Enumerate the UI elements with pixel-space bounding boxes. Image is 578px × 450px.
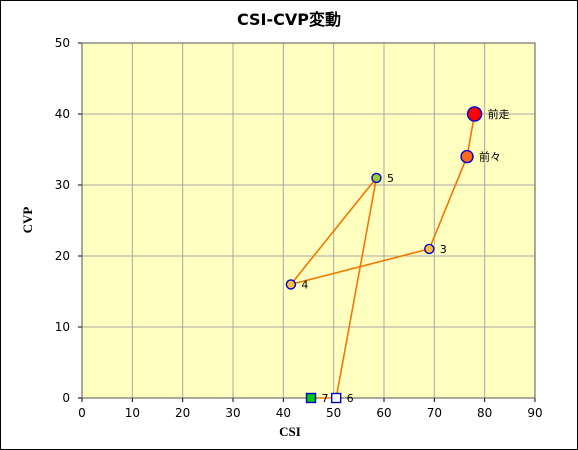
x-tick-label: 90 bbox=[527, 406, 542, 420]
x-tick-label: 10 bbox=[125, 406, 140, 420]
point-label-前走: 前走 bbox=[488, 107, 510, 121]
y-tick-label: 20 bbox=[55, 249, 70, 263]
point-label-7: 7 bbox=[322, 392, 329, 405]
x-tick-label: 50 bbox=[326, 406, 341, 420]
x-tick-label: 80 bbox=[477, 406, 492, 420]
point-label-3: 3 bbox=[440, 243, 447, 256]
y-tick-label: 0 bbox=[62, 391, 70, 405]
y-tick-label: 10 bbox=[55, 320, 70, 334]
point-marker-7 bbox=[305, 392, 317, 404]
point-marker-5 bbox=[371, 172, 382, 184]
point-label-前々: 前々 bbox=[479, 150, 501, 164]
point-marker-前々 bbox=[460, 149, 474, 164]
x-tick-label: 20 bbox=[175, 406, 190, 420]
y-tick-label: 40 bbox=[55, 107, 70, 121]
x-tick-label: 60 bbox=[376, 406, 391, 420]
point-marker-3 bbox=[424, 243, 435, 255]
chart-title: CSI-CVP変動 bbox=[236, 10, 341, 29]
point-marker-4 bbox=[285, 279, 297, 290]
point-label-6: 6 bbox=[347, 392, 354, 405]
y-tick-label: 50 bbox=[55, 36, 70, 50]
x-tick-label: 40 bbox=[276, 406, 291, 420]
point-label-4: 4 bbox=[301, 278, 308, 291]
y-tick-label: 30 bbox=[55, 178, 70, 192]
x-axis-label: CSI bbox=[279, 424, 301, 439]
point-marker-6 bbox=[330, 392, 342, 404]
plot-area bbox=[82, 43, 535, 398]
x-tick-label: 0 bbox=[78, 406, 86, 420]
x-tick-label: 70 bbox=[427, 406, 442, 420]
point-marker-前走 bbox=[466, 106, 483, 122]
x-tick-label: 30 bbox=[225, 406, 240, 420]
point-label-5: 5 bbox=[387, 172, 394, 185]
